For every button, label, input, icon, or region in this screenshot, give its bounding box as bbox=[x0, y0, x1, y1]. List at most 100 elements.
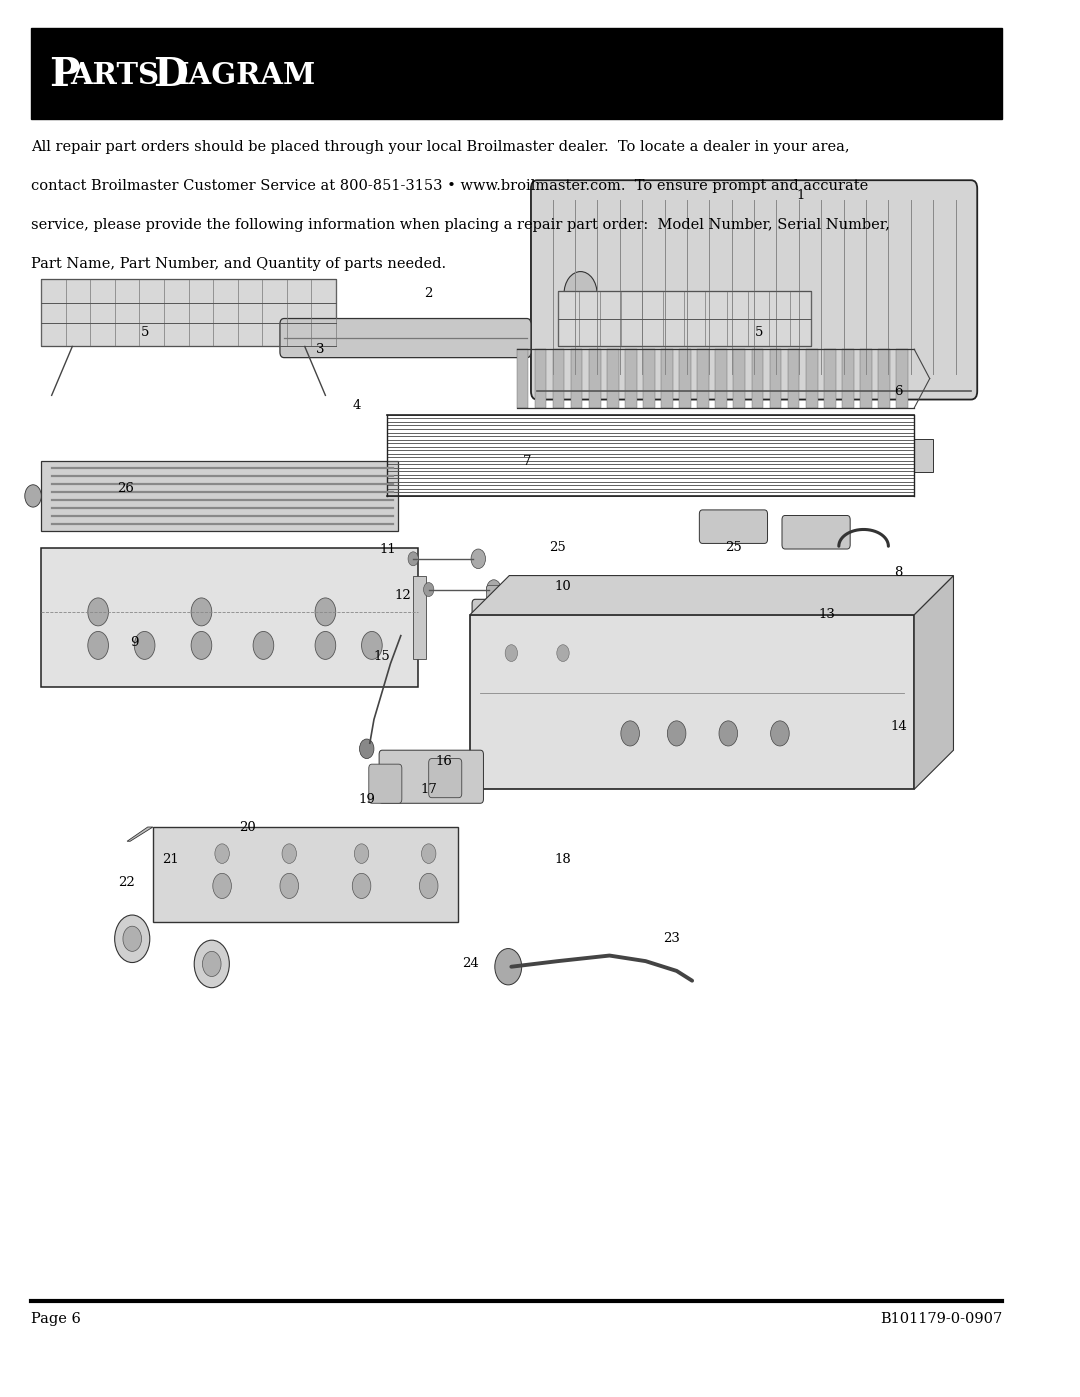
FancyBboxPatch shape bbox=[553, 349, 565, 408]
Text: 15: 15 bbox=[374, 650, 391, 664]
FancyBboxPatch shape bbox=[607, 349, 619, 408]
Text: 2: 2 bbox=[424, 286, 433, 300]
FancyBboxPatch shape bbox=[914, 439, 933, 472]
FancyBboxPatch shape bbox=[643, 349, 654, 408]
FancyBboxPatch shape bbox=[878, 349, 890, 408]
Text: 20: 20 bbox=[240, 820, 256, 834]
FancyBboxPatch shape bbox=[824, 349, 836, 408]
Text: D: D bbox=[153, 56, 188, 94]
Circle shape bbox=[282, 844, 297, 863]
FancyBboxPatch shape bbox=[700, 510, 768, 543]
Circle shape bbox=[557, 645, 569, 662]
Circle shape bbox=[191, 631, 212, 659]
Circle shape bbox=[505, 645, 517, 662]
Text: ARTS: ARTS bbox=[70, 60, 159, 89]
FancyBboxPatch shape bbox=[558, 291, 811, 346]
Circle shape bbox=[419, 873, 438, 898]
Text: 5: 5 bbox=[140, 326, 149, 339]
Circle shape bbox=[114, 915, 150, 963]
FancyBboxPatch shape bbox=[806, 349, 818, 408]
Circle shape bbox=[471, 549, 486, 569]
FancyBboxPatch shape bbox=[535, 349, 546, 408]
FancyBboxPatch shape bbox=[625, 349, 637, 408]
FancyBboxPatch shape bbox=[280, 319, 531, 358]
Text: 25: 25 bbox=[550, 541, 566, 555]
Text: Part Name, Part Number, and Quantity of parts needed.: Part Name, Part Number, and Quantity of … bbox=[31, 257, 446, 271]
Circle shape bbox=[583, 633, 594, 647]
Text: IAGRAM: IAGRAM bbox=[176, 60, 315, 89]
FancyBboxPatch shape bbox=[842, 349, 853, 408]
Text: 17: 17 bbox=[420, 782, 437, 796]
Text: All repair part orders should be placed through your local Broilmaster dealer.  : All repair part orders should be placed … bbox=[31, 140, 850, 154]
Text: 10: 10 bbox=[555, 580, 571, 594]
Circle shape bbox=[25, 485, 41, 507]
Text: 1: 1 bbox=[796, 189, 805, 203]
Text: 6: 6 bbox=[894, 384, 903, 398]
Text: 14: 14 bbox=[890, 719, 907, 733]
FancyBboxPatch shape bbox=[770, 349, 781, 408]
Text: 22: 22 bbox=[118, 876, 134, 890]
FancyBboxPatch shape bbox=[569, 585, 619, 610]
Circle shape bbox=[495, 949, 522, 985]
Text: 5: 5 bbox=[755, 326, 764, 339]
FancyBboxPatch shape bbox=[787, 349, 799, 408]
Circle shape bbox=[194, 940, 229, 988]
Circle shape bbox=[408, 552, 418, 566]
Text: B101179-0-0907: B101179-0-0907 bbox=[880, 1312, 1002, 1326]
Circle shape bbox=[315, 631, 336, 659]
Text: contact Broilmaster Customer Service at 800-851-3153 • www.broilmaster.com.  To : contact Broilmaster Customer Service at … bbox=[31, 179, 868, 193]
FancyBboxPatch shape bbox=[570, 349, 582, 408]
FancyBboxPatch shape bbox=[589, 349, 600, 408]
FancyBboxPatch shape bbox=[715, 349, 727, 408]
Circle shape bbox=[667, 721, 686, 746]
Circle shape bbox=[87, 598, 108, 626]
FancyBboxPatch shape bbox=[752, 349, 764, 408]
Text: 24: 24 bbox=[461, 957, 478, 971]
Text: 12: 12 bbox=[394, 588, 411, 602]
Circle shape bbox=[487, 580, 501, 599]
Polygon shape bbox=[127, 827, 153, 841]
Circle shape bbox=[215, 844, 229, 863]
Circle shape bbox=[719, 721, 738, 746]
Text: 9: 9 bbox=[130, 636, 138, 650]
FancyBboxPatch shape bbox=[516, 630, 796, 650]
Text: 23: 23 bbox=[663, 932, 680, 946]
Circle shape bbox=[315, 598, 336, 626]
FancyBboxPatch shape bbox=[472, 599, 798, 636]
Text: Page 6: Page 6 bbox=[31, 1312, 81, 1326]
FancyBboxPatch shape bbox=[782, 515, 850, 549]
Circle shape bbox=[687, 633, 698, 647]
Circle shape bbox=[191, 598, 212, 626]
FancyBboxPatch shape bbox=[487, 585, 536, 610]
FancyBboxPatch shape bbox=[516, 349, 528, 408]
Circle shape bbox=[253, 631, 273, 659]
Circle shape bbox=[564, 271, 597, 316]
Polygon shape bbox=[470, 576, 954, 615]
Circle shape bbox=[771, 721, 789, 746]
Circle shape bbox=[352, 873, 370, 898]
Text: 4: 4 bbox=[352, 398, 361, 412]
Text: 26: 26 bbox=[118, 482, 135, 496]
Circle shape bbox=[423, 583, 434, 597]
FancyBboxPatch shape bbox=[379, 750, 484, 803]
FancyBboxPatch shape bbox=[896, 349, 908, 408]
FancyBboxPatch shape bbox=[153, 827, 458, 922]
Text: P: P bbox=[50, 56, 80, 94]
Circle shape bbox=[134, 631, 154, 659]
Text: 21: 21 bbox=[162, 852, 179, 866]
Text: 18: 18 bbox=[555, 852, 571, 866]
FancyBboxPatch shape bbox=[652, 585, 701, 610]
Circle shape bbox=[354, 844, 368, 863]
FancyBboxPatch shape bbox=[368, 764, 402, 803]
Circle shape bbox=[537, 633, 548, 647]
Text: 13: 13 bbox=[818, 608, 835, 622]
FancyBboxPatch shape bbox=[41, 279, 336, 346]
Circle shape bbox=[739, 633, 748, 647]
FancyBboxPatch shape bbox=[470, 615, 914, 789]
Circle shape bbox=[635, 633, 646, 647]
Circle shape bbox=[774, 633, 785, 647]
FancyBboxPatch shape bbox=[31, 28, 1002, 119]
Polygon shape bbox=[914, 576, 954, 789]
Text: 8: 8 bbox=[894, 566, 903, 580]
FancyBboxPatch shape bbox=[733, 349, 745, 408]
